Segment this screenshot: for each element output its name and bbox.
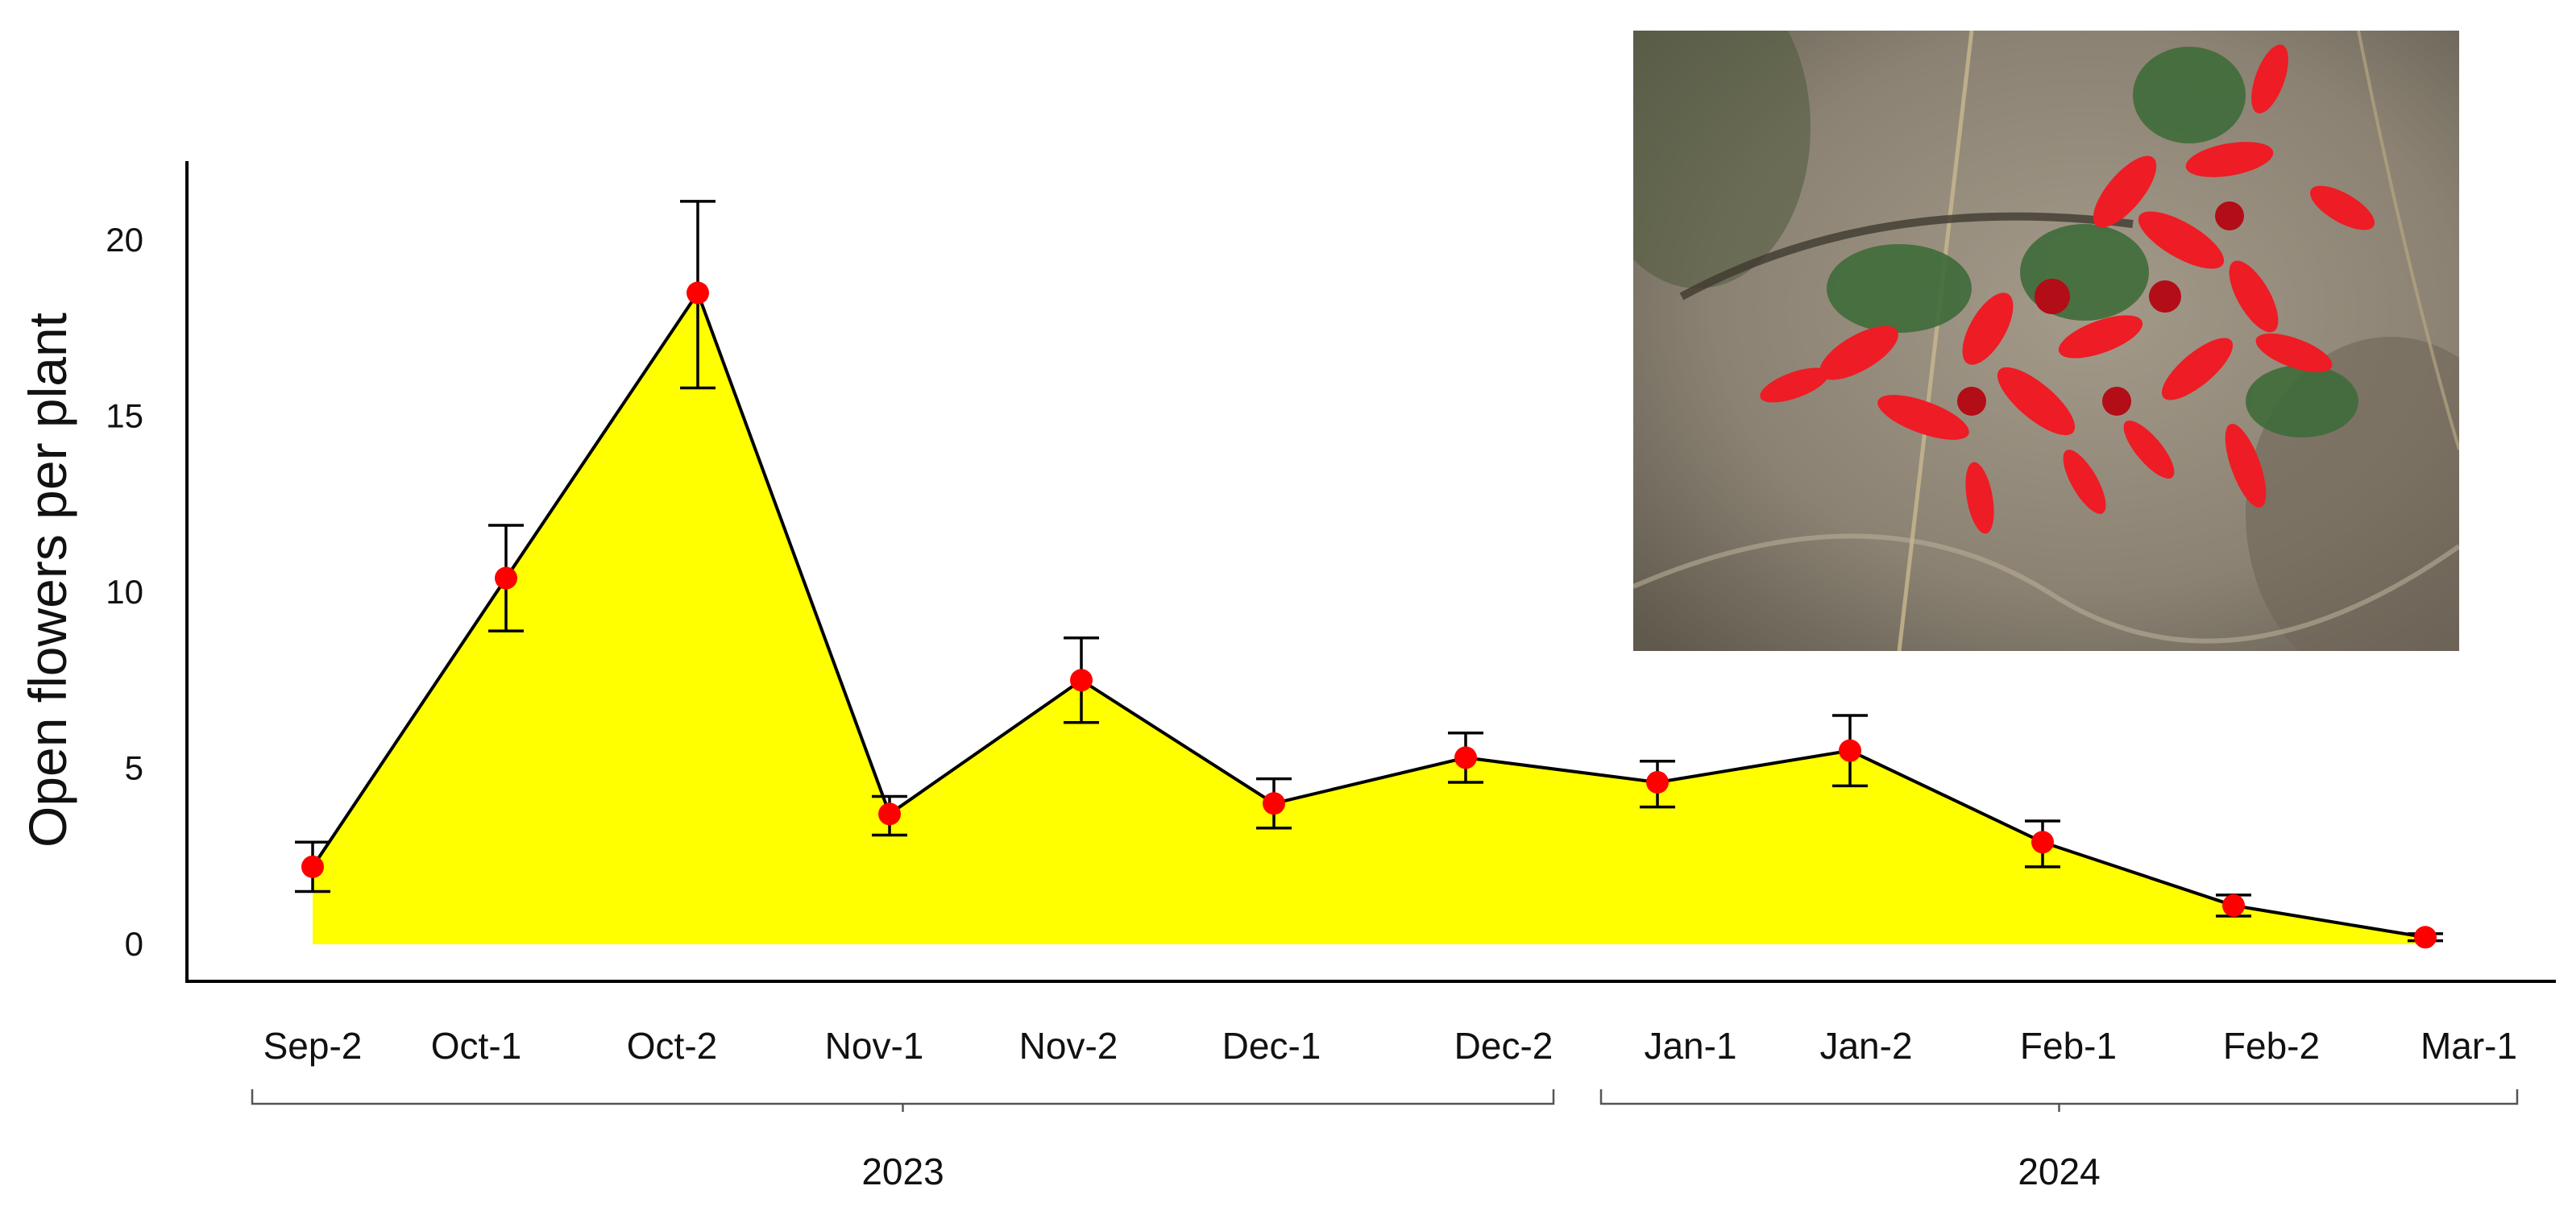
red-flower-cluster-image xyxy=(1633,31,2459,651)
area-fill xyxy=(313,292,2425,944)
data-point xyxy=(2031,831,2054,854)
year-groups: 2023 2024 xyxy=(251,1089,2519,1192)
data-point xyxy=(687,281,709,305)
x-tick-label: Dec-1 xyxy=(1222,1025,1321,1067)
data-point xyxy=(878,802,901,826)
x-tick-label: Nov-2 xyxy=(1019,1025,1118,1067)
data-point xyxy=(1070,669,1093,692)
year-bracket xyxy=(1599,1089,2519,1105)
data-point xyxy=(301,855,324,878)
y-axis-label: Open flowers per plant xyxy=(18,313,77,848)
data-point xyxy=(2222,894,2245,917)
series-line xyxy=(311,291,2426,939)
flower-photo-inset xyxy=(1633,31,2459,651)
y-tick-label: 10 xyxy=(106,573,143,611)
data-point xyxy=(1646,770,1669,794)
area-fill-layer xyxy=(313,292,2425,944)
x-tick-label: Oct-2 xyxy=(627,1025,717,1067)
data-point xyxy=(1454,746,1477,769)
data-point xyxy=(2414,926,2437,949)
y-tick-label: 5 xyxy=(125,749,143,787)
x-tick-label: Dec-2 xyxy=(1454,1025,1553,1067)
x-tick-label: Mar-1 xyxy=(2420,1025,2517,1067)
x-tick-label: Oct-1 xyxy=(431,1025,521,1067)
year-bracket xyxy=(251,1089,1555,1105)
y-tick-label: 15 xyxy=(106,397,143,435)
y-tick-labels: 0 5 10 15 20 xyxy=(106,221,143,963)
x-tick-label: Jan-1 xyxy=(1644,1025,1736,1067)
data-point xyxy=(1839,739,1861,762)
data-point xyxy=(1263,792,1285,815)
year-label: 2024 xyxy=(2018,1151,2100,1192)
x-tick-label: Feb-2 xyxy=(2223,1025,2320,1067)
data-point xyxy=(495,566,517,590)
year-label: 2023 xyxy=(861,1151,944,1192)
axes xyxy=(185,161,2556,983)
x-tick-label: Nov-1 xyxy=(825,1025,924,1067)
y-tick-label: 20 xyxy=(106,221,143,259)
x-tick-labels: Sep-2 Oct-1 Oct-2 Nov-1 Nov-2 Dec-1 Dec-2 Jan-1… xyxy=(263,1025,2517,1067)
series-line-layer xyxy=(311,291,2426,939)
data-point-layer xyxy=(301,281,2437,949)
x-tick-label: Sep-2 xyxy=(263,1025,363,1067)
y-tick-label: 0 xyxy=(125,925,143,963)
x-tick-label: Feb-1 xyxy=(2020,1025,2117,1067)
x-tick-label: Jan-2 xyxy=(1819,1025,1912,1067)
